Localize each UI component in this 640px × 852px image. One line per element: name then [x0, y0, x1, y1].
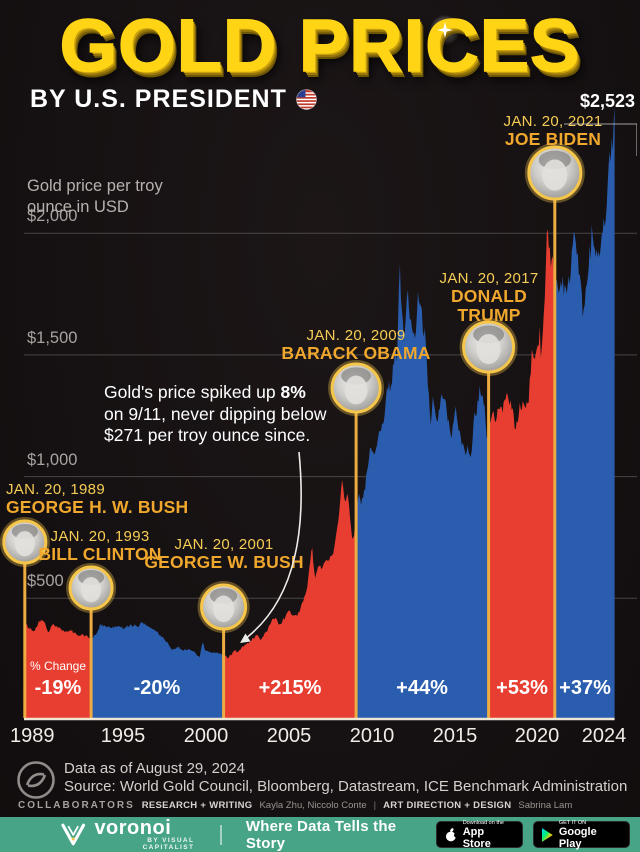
president-annotation: JAN. 20, 2021 JOE BIDEN — [458, 113, 640, 149]
x-axis-tick-label: 2024 — [581, 725, 627, 747]
president-annotation: JAN. 20, 2017 DONALD TRUMP — [394, 270, 584, 324]
price-area-segment-0 — [24, 620, 92, 718]
callout-line1: Gold's price spiked up — [104, 382, 281, 402]
brand-footer-bar: voronoi BY VISUAL CAPITALIST Where Data … — [0, 817, 640, 852]
president-annotation: JAN. 20, 1993 BILL CLINTON — [5, 528, 195, 564]
design-name: Sabrina Lam — [518, 800, 573, 811]
inauguration-date-label: JAN. 20, 2021 — [503, 113, 603, 130]
president-name-label: GEORGE W. BUSH — [144, 552, 304, 572]
peak-price-label: $2,523 — [579, 91, 635, 111]
president-annotation: JAN. 20, 1989 GEORGE H. W. BUSH — [6, 481, 188, 517]
googleplay-line1: GET IT ON — [558, 819, 587, 826]
collaborators-label: COLLABORATORS — [18, 800, 135, 811]
callout-line2: on 9/11, never dipping below — [104, 403, 327, 424]
google-play-badge[interactable]: GET IT ON Google Play — [533, 819, 630, 850]
voronoi-brand: voronoi BY VISUAL CAPITALIST — [94, 816, 195, 851]
inauguration-date-label: JAN. 20, 1989 — [6, 481, 105, 498]
appstore-line1: Download on the — [462, 819, 504, 826]
collaborators-row: COLLABORATORS RESEARCH + WRITING Kayla Z… — [18, 800, 572, 811]
pct-change-label: -19% — [34, 677, 82, 699]
y-axis-title: Gold price per troy ounce in USD — [27, 177, 163, 216]
x-axis-tick-label: 2005 — [266, 725, 312, 747]
inauguration-date-label: JAN. 20, 2001 — [174, 536, 274, 553]
subtitle-text: BY U.S. PRESIDENT — [30, 85, 287, 113]
price-area-segment-2 — [223, 480, 357, 718]
president-name-label: JOE BIDEN — [504, 129, 602, 149]
y-axis-tick-label: $500 — [27, 572, 64, 590]
page-subtitle: BY U.S. PRESIDENT — [30, 85, 317, 114]
y-axis-tick-label: $1,000 — [27, 451, 78, 469]
president-portrait-badge — [524, 143, 585, 203]
callout-line3: $271 per troy ounce since. — [104, 425, 311, 445]
x-axis-tick-label: 1989 — [10, 725, 55, 747]
x-axis-tick-label: 2010 — [349, 725, 395, 747]
app-store-badge[interactable]: Download on the App Store — [435, 819, 524, 850]
source-text: Source: World Gold Council, Bloomberg, D… — [64, 778, 628, 795]
y-axis-tick-label: $1,500 — [27, 329, 78, 347]
president-name-label: DONALD TRUMP — [450, 286, 528, 325]
price-area-segment-5 — [554, 105, 615, 718]
president-name-label: BARACK OBAMA — [281, 343, 431, 363]
inauguration-date-label: JAN. 20, 2009 — [306, 327, 406, 344]
pct-change-label: +215% — [258, 677, 322, 699]
x-axis-tick-label: 2020 — [514, 725, 560, 747]
president-portrait-badge — [459, 318, 518, 376]
president-annotation: JAN. 20, 2009 BARACK OBAMA — [261, 327, 451, 363]
pct-change-label: +37% — [559, 677, 611, 699]
brand-subtitle: BY VISUAL CAPITALIST — [142, 836, 195, 851]
president-portrait-badge — [197, 581, 250, 633]
president-portrait-badge — [328, 360, 385, 416]
callout-bold: 8% — [280, 382, 306, 402]
x-axis-tick-label: 1995 — [100, 725, 146, 747]
callout-arrow-icon — [244, 451, 302, 640]
research-names: Kayla Zhu, Niccolo Conte — [259, 800, 367, 811]
president-annotation: JAN. 20, 2001 GEORGE W. BUSH — [129, 536, 319, 572]
president-portrait-badge — [66, 563, 117, 613]
source-attribution-icon — [17, 761, 55, 799]
brand-tagline: Where Data Tells the Story — [245, 817, 397, 852]
price-area-segment-4 — [488, 228, 555, 718]
x-axis-tick-label: 2000 — [183, 725, 229, 747]
data-as-of-text: Data as of August 29, 2024 — [64, 760, 245, 777]
appstore-line2: App Store — [462, 825, 491, 850]
price-area-segment-1 — [91, 622, 224, 718]
pct-change-label: +53% — [496, 677, 548, 699]
google-play-icon — [542, 827, 553, 842]
pct-change-header: % Change — [29, 659, 87, 673]
us-flag-icon — [295, 89, 317, 110]
collab-divider: | — [373, 800, 377, 811]
pct-change-label: -20% — [133, 677, 181, 699]
president-name-label: GEORGE H. W. BUSH — [6, 497, 189, 517]
design-label: ART DIRECTION + DESIGN — [383, 800, 512, 811]
page-title: GOLD PRICES — [59, 4, 581, 87]
research-label: RESEARCH + WRITING — [141, 800, 253, 811]
googleplay-line2: Google Play — [558, 825, 597, 850]
footer-divider — [220, 824, 222, 845]
president-portrait-badge — [0, 517, 50, 567]
price-area-segment-3 — [356, 264, 489, 718]
x-axis-tick-label: 2015 — [432, 725, 478, 747]
inauguration-date-label: JAN. 20, 1993 — [50, 528, 150, 545]
pct-change-label: +44% — [396, 677, 448, 699]
callout-arrowhead-icon — [240, 633, 251, 643]
president-name-label: BILL CLINTON — [38, 544, 162, 564]
inauguration-date-label: JAN. 20, 2017 — [439, 270, 539, 287]
apple-logo-icon — [445, 827, 458, 841]
spike-callout: Gold's price spiked up 8% on 9/11, never… — [104, 382, 326, 447]
voronoi-logo-icon — [61, 823, 86, 846]
brand-name: voronoi — [94, 816, 172, 839]
